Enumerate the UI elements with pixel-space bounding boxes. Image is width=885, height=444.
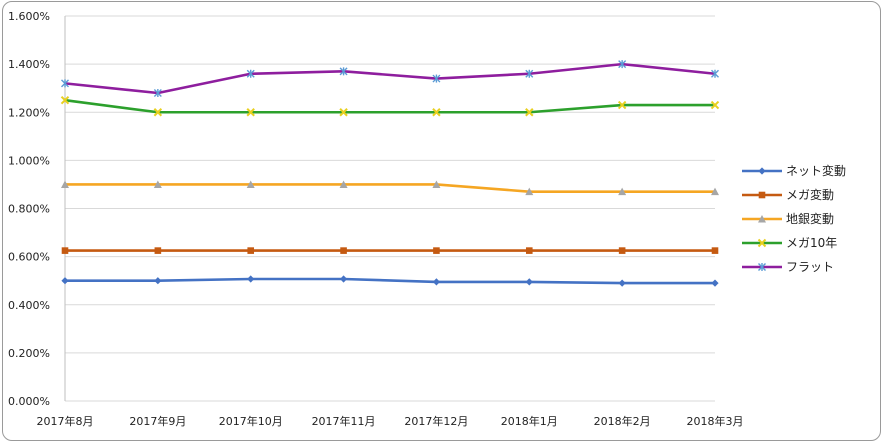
legend-entry: メガ変動 bbox=[786, 187, 834, 202]
data-point bbox=[618, 60, 627, 69]
x-tick-label: 2018年1月 bbox=[501, 414, 558, 428]
y-tick-label: 1.200% bbox=[8, 106, 50, 119]
data-point bbox=[246, 180, 255, 188]
data-point bbox=[339, 67, 348, 76]
data-point bbox=[61, 79, 69, 88]
x-tick-label: 2017年8月 bbox=[37, 414, 94, 428]
data-point bbox=[246, 108, 255, 117]
data-point bbox=[525, 278, 533, 286]
x-tick-label: 2017年10月 bbox=[219, 414, 283, 428]
legend-marker bbox=[758, 191, 766, 199]
data-point bbox=[60, 96, 70, 105]
data-point bbox=[61, 180, 69, 188]
data-point bbox=[710, 100, 720, 110]
legend-marker bbox=[757, 238, 767, 248]
x-tick-label: 2017年9月 bbox=[129, 414, 186, 428]
data-point bbox=[247, 275, 255, 283]
data-point bbox=[525, 247, 533, 254]
data-point bbox=[617, 100, 627, 110]
legend-entry: 地銀変動 bbox=[786, 211, 834, 226]
data-point bbox=[711, 247, 719, 254]
legend-entry: ネット変動 bbox=[786, 163, 846, 178]
x-tick-label: 2017年11月 bbox=[312, 414, 376, 428]
data-point bbox=[339, 180, 348, 188]
data-point bbox=[339, 275, 348, 283]
data-point bbox=[339, 108, 348, 117]
legend-marker bbox=[758, 215, 766, 223]
y-tick-label: 0.200% bbox=[8, 347, 50, 360]
data-point bbox=[432, 278, 441, 286]
data-point bbox=[618, 247, 626, 254]
legend-marker bbox=[758, 167, 766, 175]
data-point bbox=[432, 108, 441, 117]
y-tick-label: 1.600% bbox=[8, 10, 50, 23]
data-point bbox=[153, 108, 163, 117]
data-point bbox=[525, 69, 534, 78]
data-point bbox=[711, 279, 719, 287]
data-point bbox=[61, 247, 69, 254]
data-point bbox=[525, 187, 534, 196]
data-point bbox=[247, 247, 255, 254]
data-point bbox=[711, 69, 719, 78]
y-tick-label: 0.600% bbox=[8, 251, 50, 264]
data-point bbox=[340, 247, 347, 254]
data-point bbox=[433, 247, 440, 254]
series-line-4 bbox=[64, 98, 715, 114]
legend-entry: メガ10年 bbox=[786, 236, 837, 250]
legend-entry: フラット bbox=[786, 260, 834, 274]
data-point bbox=[61, 277, 69, 285]
x-tick-label: 2018年2月 bbox=[594, 414, 651, 428]
data-point bbox=[432, 180, 441, 188]
legend-marker bbox=[758, 263, 766, 271]
series-line-3 bbox=[65, 183, 715, 193]
data-point bbox=[432, 74, 441, 83]
y-tick-label: 1.000% bbox=[8, 154, 50, 167]
y-tick-label: 1.400% bbox=[8, 58, 50, 71]
data-point bbox=[711, 187, 719, 196]
x-tick-label: 2017年12月 bbox=[404, 414, 468, 428]
data-point bbox=[246, 69, 255, 78]
data-point bbox=[153, 180, 162, 188]
series-line-5 bbox=[64, 62, 716, 95]
data-point bbox=[618, 187, 627, 196]
data-point bbox=[525, 108, 534, 117]
data-point bbox=[153, 89, 162, 97]
data-point bbox=[154, 277, 162, 285]
series-line-1 bbox=[65, 277, 715, 285]
data-point bbox=[154, 247, 162, 254]
data-point bbox=[618, 279, 626, 287]
x-tick-label: 2018年3月 bbox=[687, 414, 744, 428]
y-tick-label: 0.400% bbox=[8, 299, 50, 312]
y-tick-label: 0.000% bbox=[8, 395, 50, 408]
y-tick-label: 0.800% bbox=[8, 203, 50, 216]
